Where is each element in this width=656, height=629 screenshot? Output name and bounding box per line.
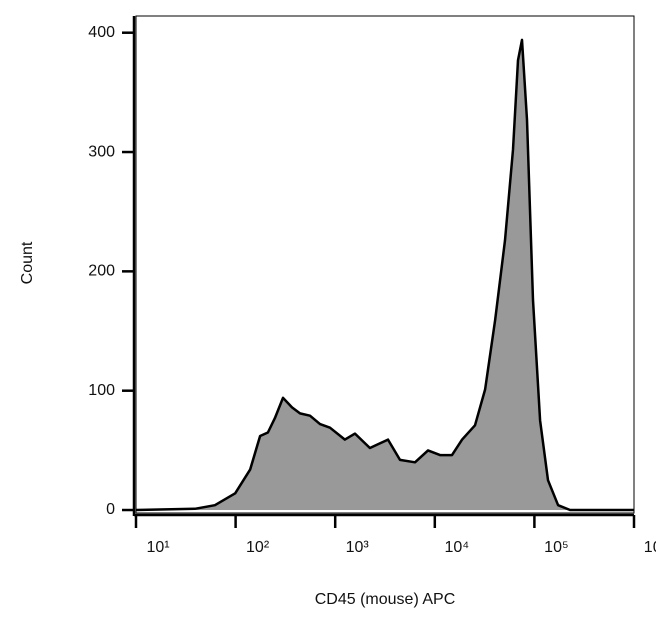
x-tick-label: 10¹ [146, 539, 169, 556]
y-tick-label: 100 [88, 382, 115, 399]
area-line [135, 38, 634, 512]
y-tick-label: 0 [106, 501, 115, 518]
x-tick-label: 10² [246, 539, 270, 556]
area-fill [136, 39, 634, 511]
x-tick-label: 10⁴ [444, 539, 469, 556]
y-tick-label: 400 [88, 24, 115, 41]
y-tick-label: 300 [88, 143, 115, 160]
x-axis-label: CD45 (mouse) APC [315, 591, 456, 608]
x-tick-label: 10⁵ [544, 539, 568, 556]
y-axis-label: Count [19, 241, 36, 284]
x-tick-label: 10³ [346, 539, 370, 556]
plot-frame [135, 15, 635, 514]
x-tick-label: 10⁶ [644, 539, 656, 556]
y-tick-label: 200 [88, 263, 115, 280]
